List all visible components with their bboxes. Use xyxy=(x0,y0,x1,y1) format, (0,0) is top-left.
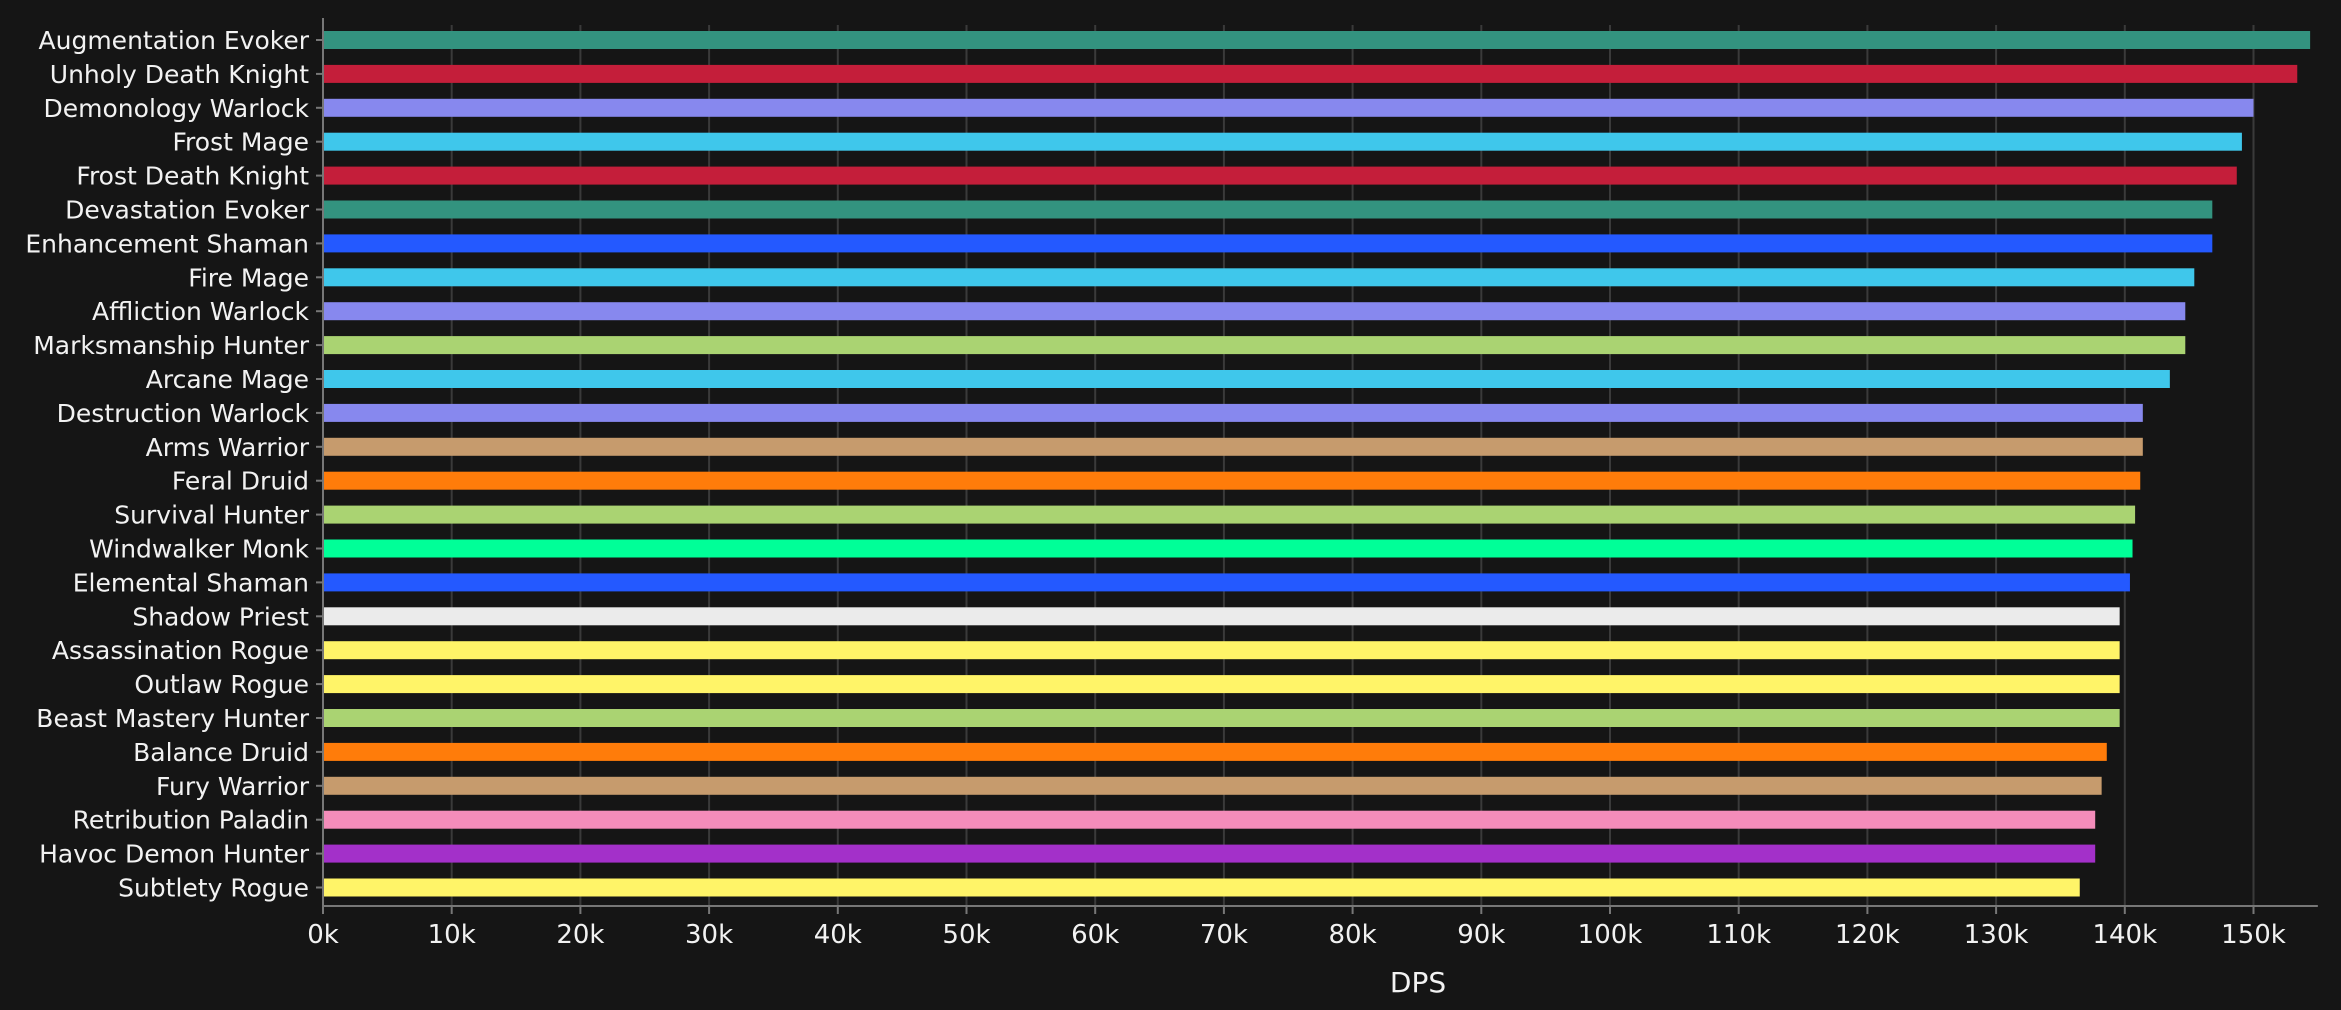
bar xyxy=(324,878,2080,897)
y-tick-label: Marksmanship Hunter xyxy=(33,331,309,360)
y-tick-label: Fury Warrior xyxy=(156,772,310,801)
x-tick-label: 90k xyxy=(1457,920,1505,950)
x-tick-label: 20k xyxy=(556,920,604,950)
y-tick-label: Enhancement Shaman xyxy=(25,229,309,258)
bar xyxy=(324,64,2298,83)
y-tick-label: Outlaw Rogue xyxy=(134,670,309,699)
x-tick-label: 40k xyxy=(814,920,862,950)
grid-lines xyxy=(450,25,2255,906)
bar xyxy=(324,810,2096,829)
y-tick-label: Retribution Paladin xyxy=(73,806,309,835)
x-tick-label: 70k xyxy=(1200,920,1248,950)
bar xyxy=(324,234,2213,253)
bar xyxy=(324,776,2102,795)
x-tick-label: 110k xyxy=(1706,920,1771,950)
y-tick-label: Devastation Evoker xyxy=(65,196,310,225)
y-tick-label: Frost Mage xyxy=(173,128,310,157)
x-axis: 0k 10k 20k 30k 40k 50k 60k 70k 80k 90k 100k 110k 120… xyxy=(307,905,2318,950)
bar xyxy=(324,166,2237,185)
bar xyxy=(324,200,2213,219)
x-tick-label: 50k xyxy=(942,920,990,950)
y-tick-label: Fire Mage xyxy=(188,263,309,292)
bar xyxy=(324,132,2242,151)
y-tick-label: Subtlety Rogue xyxy=(118,874,309,903)
bar xyxy=(324,268,2195,287)
x-axis-title: DPS xyxy=(1390,966,1446,999)
y-tick-label: Assassination Rogue xyxy=(52,636,309,665)
y-tick-label: Feral Druid xyxy=(172,467,309,496)
y-tick-label: Survival Hunter xyxy=(114,501,309,530)
bar xyxy=(324,437,2143,456)
bar xyxy=(324,370,2170,388)
bar xyxy=(324,403,2143,422)
bar xyxy=(324,607,2120,626)
x-tick-label: 30k xyxy=(685,920,733,950)
y-tick-label: Unholy Death Knight xyxy=(50,60,309,89)
x-tick-label: 120k xyxy=(1835,920,1900,950)
x-tick-label: 130k xyxy=(1964,920,2029,950)
y-tick-label: Beast Mastery Hunter xyxy=(36,704,309,733)
bar xyxy=(324,539,2133,558)
y-tick-label: Elemental Shaman xyxy=(73,568,309,597)
bar xyxy=(324,336,2186,355)
x-tick-label: 10k xyxy=(428,920,476,950)
bar xyxy=(324,573,2130,592)
bar xyxy=(324,675,2120,694)
bar xyxy=(324,742,2107,761)
x-tick-label: 60k xyxy=(1071,920,1119,950)
y-tick-label: Havoc Demon Hunter xyxy=(39,840,310,869)
bar xyxy=(324,31,2311,49)
x-tick-label: 140k xyxy=(2092,920,2157,950)
bar xyxy=(324,505,2136,524)
bar xyxy=(324,98,2254,117)
y-axis-labels: Augmentation Evoker Unholy Death Knight De… xyxy=(25,26,323,903)
bars xyxy=(324,31,2311,897)
bar xyxy=(324,709,2120,727)
y-tick-label: Balance Druid xyxy=(133,738,309,767)
y-tick-label: Arcane Mage xyxy=(146,365,309,394)
bar xyxy=(324,641,2120,660)
y-tick-label: Frost Death Knight xyxy=(76,162,309,191)
y-tick-label: Arms Warrior xyxy=(146,433,310,462)
y-tick-label: Demonology Warlock xyxy=(44,94,310,123)
x-tick-label: 0k xyxy=(307,920,339,950)
x-tick-label: 80k xyxy=(1329,920,1377,950)
y-tick-label: Affliction Warlock xyxy=(92,297,310,326)
y-tick-label: Destruction Warlock xyxy=(57,399,310,428)
bar xyxy=(324,302,2186,321)
x-tick-label: 100k xyxy=(1578,920,1643,950)
x-tick-label: 150k xyxy=(2221,920,2286,950)
y-tick-label: Augmentation Evoker xyxy=(39,26,310,55)
y-tick-label: Shadow Priest xyxy=(132,602,309,631)
y-tick-label: Windwalker Monk xyxy=(89,535,309,564)
bar xyxy=(324,471,2141,490)
bar xyxy=(324,844,2096,863)
